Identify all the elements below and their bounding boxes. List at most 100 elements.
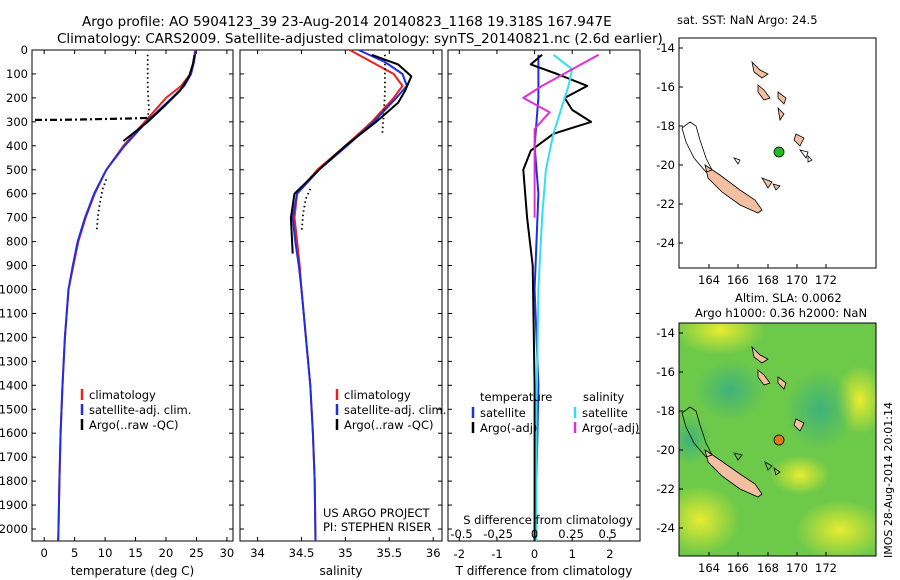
map-y-tick-label: -24 [656, 521, 675, 535]
x-axis-label: T difference from climatology [455, 564, 633, 578]
series-line [35, 116, 151, 122]
map-top-title: sat. SST: NaN Argo: 24.5 [677, 13, 818, 27]
plot-frame [31, 49, 234, 542]
map-bottom-island-vanuatu-4 [793, 418, 805, 432]
series-line [289, 53, 413, 254]
legend-label: climatology [89, 388, 156, 402]
map-bottom-axes: 164 166 168 170 172 -14 -16 -18 -20 -22 -24 [656, 326, 837, 575]
y-tick-label: 1800 [0, 474, 28, 488]
series-line [522, 53, 600, 218]
map-top-reef-outline [681, 121, 713, 173]
y-tick-label: 1400 [0, 378, 28, 392]
x-tick-label: -2 [454, 547, 465, 561]
map-x-tick-label: 172 [815, 273, 837, 287]
legend-label: Argo(..raw -QC) [344, 418, 434, 432]
y-tick-label: 500 [6, 163, 28, 177]
map-bottom-island-newcaledonia [704, 449, 763, 498]
s-tick-label: 0 [531, 527, 538, 541]
y-tick-label: 700 [6, 211, 28, 225]
map-bottom-reef-small [733, 452, 781, 476]
x-tick-label: 10 [98, 546, 113, 560]
y-tick-label: 400 [6, 139, 28, 153]
series-line [291, 49, 408, 542]
legend-label: climatology [344, 388, 411, 402]
plot-frame [447, 49, 641, 542]
map-x-tick-label: 164 [698, 561, 720, 575]
x-tick-label: 25 [189, 546, 204, 560]
map-x-tick-label: 166 [727, 273, 749, 287]
s-tick-label: 0.25 [558, 527, 584, 541]
x-tick-label: 35.5 [376, 546, 402, 560]
series-line [300, 188, 312, 233]
x-tick-label: 34 [250, 546, 265, 560]
legend-label: Argo(..raw -QC) [89, 418, 179, 432]
x-tick-label: 20 [159, 546, 174, 560]
series-line [122, 54, 196, 142]
map-x-tick-label: 164 [698, 273, 720, 287]
map-y-tick-label: -20 [656, 158, 675, 172]
map-bottom-frame [678, 322, 877, 557]
x-tick-label: 2 [606, 547, 613, 561]
legend-label: satellite [480, 406, 526, 420]
x-tick-label: 0 [41, 546, 48, 560]
sla-field-bright-1 [679, 323, 765, 355]
s-tick-label: -0.25 [483, 527, 513, 541]
salinity-panel: 34 34.5 35 35.5 36 salinity climatologysatelli… [239, 49, 446, 578]
legend-title-temperature: temperature [480, 390, 552, 404]
map-y-tick-label: -18 [656, 119, 675, 133]
y-tick-label: 1100 [0, 306, 28, 320]
map-top-reef-small [733, 149, 813, 165]
s-tick-label: 0.5 [598, 527, 616, 541]
y-tick-label: 0 [21, 43, 28, 57]
map-x-tick-label: 170 [786, 561, 808, 575]
map-top [678, 37, 877, 269]
y-tick-label: 1300 [0, 354, 28, 368]
sla-field-dark-3 [679, 415, 710, 465]
map-top-island-vanuatu-2 [757, 84, 771, 101]
y-tick-label: 600 [6, 187, 28, 201]
header-line1: Argo profile: AO 5904123_39 23-Aug-2014 … [82, 14, 612, 30]
map-top-island-vanuatu-3 [777, 91, 787, 105]
imos-timestamp: IMOS 28-Aug-2014 20:01:14 [882, 402, 895, 558]
legend-label: Argo(-adj) [582, 421, 639, 435]
x-tick-label: 0 [531, 547, 538, 561]
map-y-tick-label: -14 [656, 326, 675, 340]
y-tick-label: 900 [6, 259, 28, 273]
x-tick-label: 30 [220, 546, 235, 560]
series-line [522, 54, 593, 541]
sla-field-bright-2 [679, 485, 740, 555]
x-axis-label: temperature (deg C) [71, 564, 194, 578]
legend-label: satellite [582, 406, 628, 420]
map-bottom-island-vanuatu-1 [751, 345, 769, 364]
map-bottom-island-vanuatu-2 [757, 369, 771, 386]
series-line [57, 49, 197, 542]
series-line [145, 54, 150, 123]
y-tick-label: 1000 [0, 283, 28, 297]
map-x-tick-label: 168 [757, 561, 779, 575]
sla-field-dark-2 [785, 370, 855, 450]
map-top-island-vanuatu-1 [751, 60, 769, 79]
sla-field-bright-5 [770, 455, 830, 495]
legend-label: Argo(-adj) [480, 421, 537, 435]
project-annotation: US ARGO PROJECT [323, 506, 431, 520]
map-top-island-loyalty [761, 177, 781, 191]
x-tick-label: 34.5 [289, 546, 315, 560]
y-tick-label: 2000 [0, 522, 28, 536]
x-tick-label: 5 [71, 546, 78, 560]
y-tick-label: 200 [6, 91, 28, 105]
project-annotation: PI: STEPHEN RISER [323, 520, 432, 534]
x-tick-label: 1 [569, 547, 576, 561]
sla-field-dark-1 [695, 360, 765, 420]
y-tick-label: 1600 [0, 426, 28, 440]
map-x-tick-label: 172 [815, 561, 837, 575]
map-y-tick-label: -18 [656, 404, 675, 418]
s-tick-label: -0.5 [450, 527, 472, 541]
y-tick-label: 1700 [0, 450, 28, 464]
map-bottom-reef-outline [681, 406, 713, 458]
map-x-tick-label: 166 [727, 561, 749, 575]
map-top-island-vanuatu-4 [777, 106, 785, 122]
x-tick-label: -1 [491, 547, 502, 561]
x-tick-label: 36 [426, 546, 441, 560]
legend-label: satellite-adj. clim. [344, 403, 446, 417]
